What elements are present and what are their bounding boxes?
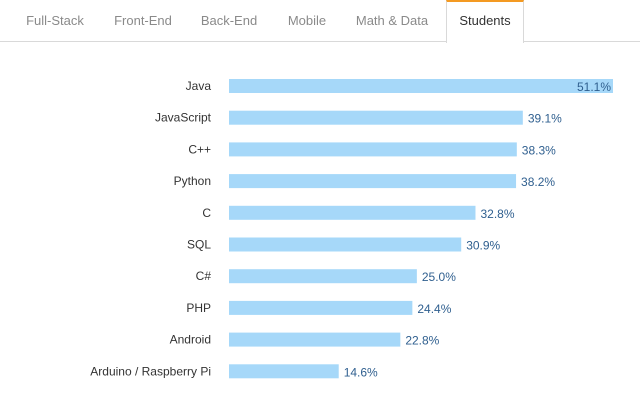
bar-c[interactable]	[229, 142, 517, 157]
tab-mobile[interactable]: Mobile	[287, 13, 327, 28]
category-label-c: C++	[188, 142, 211, 156]
tab-math-data[interactable]: Math & Data	[355, 13, 429, 28]
category-label-python: Python	[174, 174, 211, 188]
bar-php[interactable]	[229, 300, 413, 315]
bar-arduino-raspberry-pi[interactable]	[229, 364, 339, 379]
bar-sql[interactable]	[229, 237, 462, 252]
category-label-android: Android	[170, 333, 211, 347]
bar-java[interactable]	[229, 79, 613, 93]
bar-chart: Java 51.1% JavaScript 39.1% C++ 38.3% Python 38…	[0, 42, 640, 400]
tab-bar: Full-Stack Front-End Back-End Mobile Mat…	[0, 0, 640, 43]
bar-python[interactable]	[229, 174, 517, 189]
bar-chart-svg: Java 51.1% JavaScript 39.1% C++ 38.3% Python 38…	[90, 79, 613, 379]
value-label-javascript: 39.1%	[528, 112, 562, 126]
category-label-arduino-raspberry-pi: Arduino / Raspberry Pi	[90, 364, 211, 378]
value-label-php: 24.4%	[417, 302, 451, 316]
bar-android[interactable]	[229, 332, 401, 347]
category-label-sql: SQL	[187, 238, 211, 252]
bar-c[interactable]	[229, 269, 417, 284]
value-label-c: 25.0%	[422, 270, 456, 284]
category-label-php: PHP	[186, 301, 211, 315]
value-label-arduino-raspberry-pi: 14.6%	[344, 365, 378, 379]
value-label-java: 51.1%	[577, 80, 611, 94]
bar-javascript[interactable]	[229, 110, 523, 125]
value-label-android: 22.8%	[405, 334, 439, 348]
tab-full-stack[interactable]: Full-Stack	[26, 13, 84, 28]
tab-back-end[interactable]: Back-End	[200, 13, 258, 28]
tab-front-end[interactable]: Front-End	[114, 13, 172, 28]
category-label-c: C	[202, 206, 211, 220]
value-label-c: 38.3%	[522, 143, 556, 157]
value-label-python: 38.2%	[521, 175, 555, 189]
tab-students[interactable]: Students	[446, 0, 524, 43]
value-label-sql: 30.9%	[466, 239, 500, 253]
category-label-javascript: JavaScript	[155, 111, 212, 125]
category-label-c: C#	[196, 269, 212, 283]
value-label-c: 32.8%	[480, 207, 514, 221]
category-label-java: Java	[186, 79, 212, 93]
bar-c[interactable]	[229, 205, 476, 220]
